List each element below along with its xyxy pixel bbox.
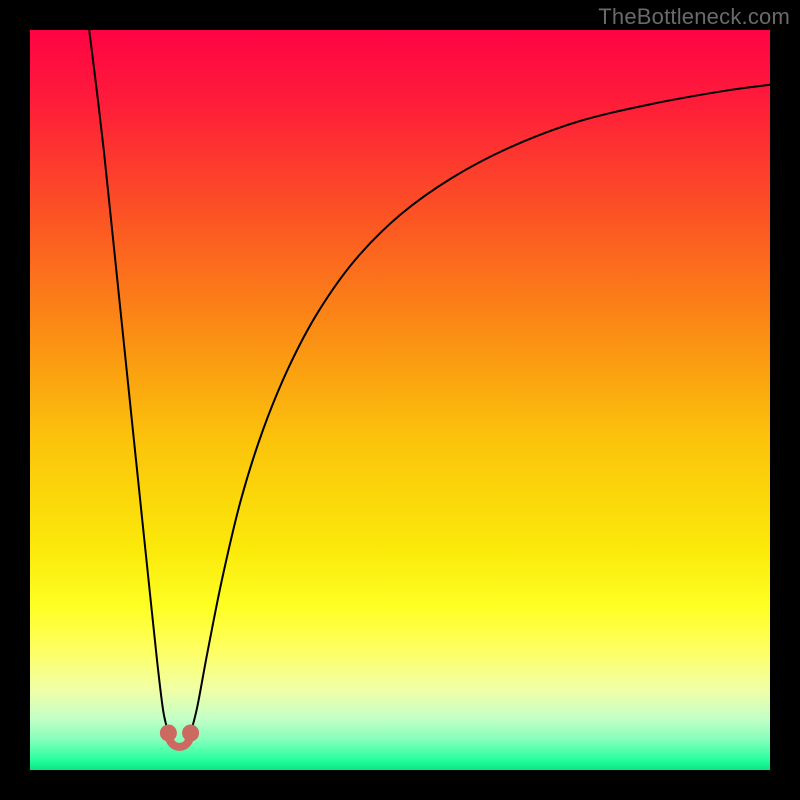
plot-background [30,30,770,770]
endpoint-marker [183,725,199,741]
bottleneck-chart [0,0,800,800]
chart-container: { "watermark": { "text": "TheBottleneck.… [0,0,800,800]
endpoint-marker [160,725,176,741]
watermark-text: TheBottleneck.com [598,4,790,30]
